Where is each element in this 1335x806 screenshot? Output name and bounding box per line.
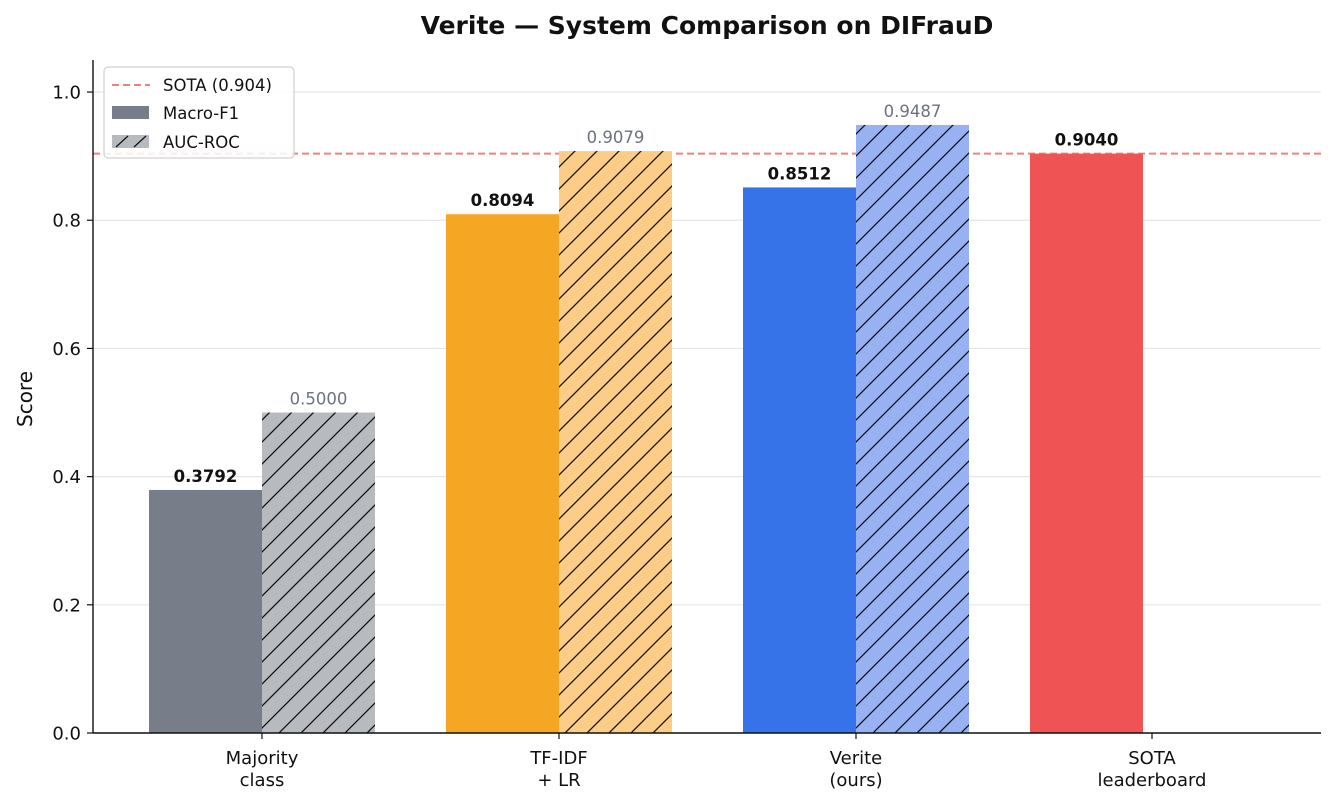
legend-label: AUC-ROC	[163, 133, 240, 152]
legend-label: Macro-F1	[163, 104, 239, 123]
legend: SOTA (0.904) Macro-F1 AUC-ROC	[103, 66, 295, 159]
x-tick-label: class	[240, 770, 285, 791]
y-tick-label: 0.2	[52, 595, 81, 616]
y-tick-label: 0.8	[52, 211, 81, 232]
bar-hatch-1	[559, 151, 672, 733]
data-label: 0.8094	[471, 191, 535, 210]
bars	[149, 124, 1143, 734]
legend-box	[103, 66, 295, 159]
data-label: 0.9040	[1055, 131, 1119, 150]
bar-macro-f1-1	[446, 214, 559, 734]
legend-swatch-macro-f1	[112, 106, 149, 119]
legend-hatch-mark	[133, 135, 147, 148]
legend-hatch-mark	[115, 135, 129, 148]
y-tick-label: 1.0	[52, 83, 81, 104]
legend-label: SOTA (0.904)	[163, 76, 272, 95]
bar-hatch-2	[856, 124, 969, 734]
x-tick-label: leaderboard	[1098, 770, 1207, 791]
bar-macro-f1-2	[743, 187, 856, 733]
data-labels: 0.3792 0.5000 0.8094 0.9079 0.8512 0.9487 0.90…	[174, 102, 1119, 486]
bar-hatch-0	[262, 412, 375, 733]
x-tick-label: + LR	[537, 770, 580, 791]
data-label: 0.9079	[587, 128, 645, 147]
x-tick-label: (ours)	[829, 770, 882, 791]
y-tick-label: 0.6	[52, 339, 81, 360]
data-label: 0.9487	[884, 102, 942, 121]
data-label: 0.5000	[290, 390, 348, 409]
chart-title: Verite — System Comparison on DIFrauD	[421, 11, 994, 40]
data-label: 0.3792	[174, 467, 238, 486]
y-axis-label: Score	[13, 371, 37, 427]
y-tick-label: 0.4	[52, 467, 81, 488]
bar-macro-f1-3	[1030, 153, 1143, 733]
x-tick-label: SOTA	[1128, 748, 1176, 769]
data-label: 0.8512	[768, 164, 832, 183]
y-tick-label: 0.0	[52, 724, 81, 745]
legend-swatch-auc-roc	[112, 135, 149, 148]
x-tick-label: Majority	[226, 748, 299, 769]
x-tick-label: Verite	[830, 748, 883, 769]
bar-macro-f1-0	[149, 489, 262, 733]
x-tick-label: TF-IDF	[529, 748, 587, 769]
